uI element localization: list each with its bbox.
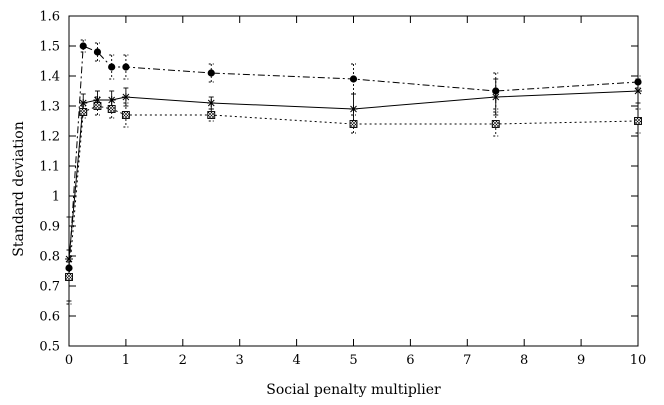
data-point (491, 120, 500, 128)
y-tick-label: 1.1 (39, 160, 60, 175)
plot-area (65, 39, 642, 305)
x-tick-label: 1 (122, 353, 130, 368)
x-tick-label: 6 (406, 353, 414, 368)
axis-labels: Social penalty multiplier Standard devia… (11, 121, 441, 398)
data-point (121, 93, 130, 101)
x-tick-label: 9 (577, 353, 585, 368)
asterisk-stroke (122, 93, 130, 101)
x-tick-label: 10 (630, 353, 647, 368)
asterisk-stroke (350, 105, 357, 113)
x-tick-label: 2 (179, 353, 187, 368)
y-tick-label: 0.7 (39, 280, 60, 295)
data-point (79, 108, 88, 116)
data-point (65, 273, 73, 281)
y-tick-label: 1.5 (39, 40, 60, 55)
x-tick-label: 8 (520, 353, 528, 368)
y-tick-label: 1 (52, 190, 60, 205)
data-point (349, 120, 358, 128)
y-tick-label: 0.5 (39, 340, 60, 355)
data-point (634, 117, 642, 125)
x-tick-label: 7 (463, 353, 471, 368)
asterisk-stroke (492, 93, 500, 101)
data-point (107, 105, 116, 113)
error-bar (66, 249, 72, 305)
asterisk-stroke (94, 96, 101, 104)
x-tick-label: 0 (65, 353, 73, 368)
data-point (93, 48, 102, 56)
data-point (121, 111, 130, 119)
y-axis-title: Standard deviation (11, 121, 27, 257)
data-point (207, 111, 216, 119)
data-point (79, 99, 88, 107)
y-tick-label: 1.6 (39, 10, 60, 25)
y-tick-label: 1.2 (39, 130, 60, 145)
x-tick-label: 3 (236, 353, 244, 368)
y-tick-label: 0.6 (39, 310, 60, 325)
y-tick-label: 0.9 (39, 220, 60, 235)
data-point (491, 93, 500, 101)
x-tick-label: 5 (349, 353, 357, 368)
x-axis-title: Social penalty multiplier (266, 382, 441, 398)
y-tick-label: 1.3 (39, 100, 60, 115)
asterisk-stroke (207, 99, 215, 107)
data-point (349, 105, 358, 113)
axes: 0.5 0.6 0.7 0.8 0.9 1 1.1 1.2 1.3 1.4 1.5 1.6 0 1 2 3 4 5… (39, 10, 646, 369)
data-point (122, 63, 130, 71)
data-point (108, 63, 116, 71)
data-point (93, 102, 102, 110)
y-tick-label: 1.4 (39, 70, 60, 85)
asterisk-stroke (634, 87, 642, 95)
data-point (207, 69, 215, 77)
data-point (349, 75, 358, 83)
data-point (79, 42, 87, 50)
y-tick-label: 0.8 (39, 250, 60, 265)
asterisk-stroke (79, 99, 87, 107)
data-point (207, 99, 216, 107)
data-point (93, 96, 102, 104)
x-tick-label: 4 (292, 353, 300, 368)
data-point (634, 87, 642, 95)
